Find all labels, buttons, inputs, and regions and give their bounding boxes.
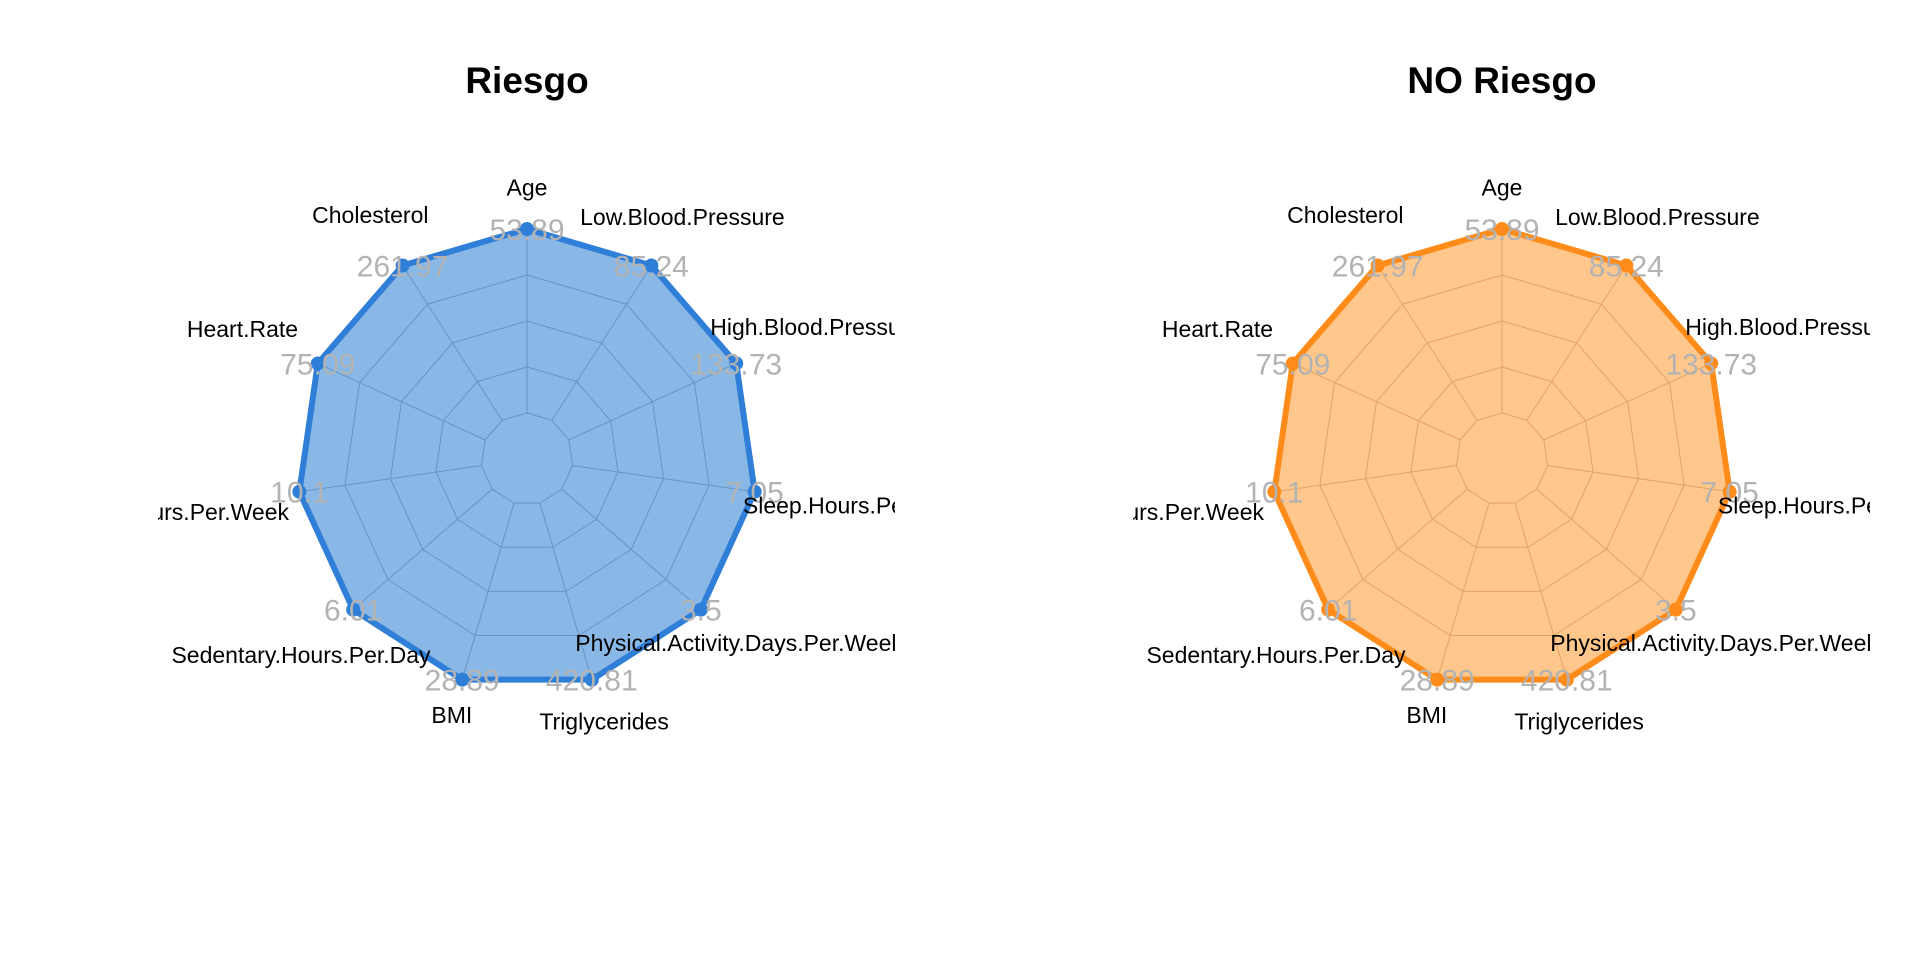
axis-label: Physical.Activity.Days.Per.Week [575, 630, 903, 656]
axis-max-label: 3.5 [680, 595, 722, 628]
axis-label: Sleep.Hours.Per.Day [743, 492, 958, 518]
axis-max-label: 261.97 [357, 251, 449, 284]
axis-label: Heart.Rate [1162, 316, 1273, 342]
chart-title: NO Riesgo [1407, 60, 1596, 101]
data-point [1370, 258, 1385, 273]
data-point [1668, 602, 1683, 617]
axis-label: Physical.Activity.Days.Per.Week [1550, 630, 1878, 656]
data-point [395, 258, 410, 273]
axis-max-label: 6.01 [1299, 595, 1357, 628]
data-point [292, 484, 307, 499]
data-point [346, 602, 361, 617]
axis-max-label: 28.89 [425, 665, 500, 698]
axis-max-label: 53.89 [1464, 214, 1539, 247]
radar-panel: NO Riesgo 53.89 85.24 133.73 7.05 3.5 420.81 28… [1002, 60, 1920, 735]
data-point [1722, 484, 1737, 499]
axis-label: Low.Blood.Pressure [1555, 204, 1760, 230]
data-point [520, 222, 534, 236]
data-point [693, 602, 708, 617]
axis-max-label: 420.81 [546, 665, 638, 698]
data-point [1430, 672, 1445, 687]
axis-label: Heart.Rate [187, 316, 298, 342]
axis-labels: Age Low.Blood.Pressure High.Blood.Pressure… [1002, 175, 1920, 735]
axis-label: Triglycerides [539, 709, 669, 735]
axis-label: Age [507, 175, 548, 201]
axis-labels: Age Low.Blood.Pressure High.Blood.Pressure… [27, 175, 958, 735]
axis-max-label: 85.24 [1589, 251, 1664, 284]
data-point [584, 672, 599, 687]
axis-label: Sedentary.Hours.Per.Day [1146, 642, 1406, 668]
axis-max-label: 420.81 [1521, 665, 1613, 698]
axis-label: High.Blood.Pressure [1685, 314, 1896, 340]
data-point [310, 356, 325, 371]
axis-label: Cholesterol [312, 202, 428, 228]
axis-max-label: 10.1 [270, 477, 328, 510]
series-area [1271, 226, 1733, 683]
axis-max-label: 7.05 [1700, 477, 1758, 510]
axis-label: BMI [431, 702, 472, 728]
axis-max-label: 7.05 [725, 477, 783, 510]
data-point [1321, 602, 1336, 617]
radar-panel: Riesgo 53.89 85.24 133.73 7.05 3.5 420.81 28.89… [27, 60, 958, 735]
axis-max-label: 85.24 [614, 251, 689, 284]
data-point [729, 356, 744, 371]
series-area [296, 226, 758, 683]
axis-max-label: 75.09 [1255, 348, 1330, 381]
axis-max-label: 133.73 [690, 348, 782, 381]
axis-label: Sleep.Hours.Per.Day [1718, 492, 1920, 518]
axis-max-label: 6.01 [324, 595, 382, 628]
data-point [1495, 222, 1509, 236]
data-point [644, 258, 659, 273]
axis-label: Cholesterol [1287, 202, 1403, 228]
axis-label: Exercise.Hours.Per.Week [27, 499, 289, 525]
axis-label: Sedentary.Hours.Per.Day [171, 642, 431, 668]
axis-max-label: 75.09 [280, 348, 355, 381]
chart-title: Riesgo [465, 60, 588, 101]
axis-label: Exercise.Hours.Per.Week [1002, 499, 1264, 525]
axis-label: Age [1482, 175, 1523, 201]
axis-max-label: 261.97 [1332, 251, 1424, 284]
data-point [1267, 484, 1282, 499]
axis-label: High.Blood.Pressure [710, 314, 921, 340]
data-point [1285, 356, 1300, 371]
axis-max-label: 3.5 [1655, 595, 1697, 628]
data-point [455, 672, 470, 687]
data-point [1619, 258, 1634, 273]
axis-label: Low.Blood.Pressure [580, 204, 785, 230]
axis-label: BMI [1406, 702, 1447, 728]
axis-max-label: 53.89 [489, 214, 564, 247]
axis-max-label: 10.1 [1245, 477, 1303, 510]
data-point [747, 484, 762, 499]
data-point [1559, 672, 1574, 687]
data-point [1704, 356, 1719, 371]
axis-label: Triglycerides [1514, 709, 1644, 735]
axis-max-label: 133.73 [1665, 348, 1757, 381]
axis-max-label: 28.89 [1400, 665, 1475, 698]
